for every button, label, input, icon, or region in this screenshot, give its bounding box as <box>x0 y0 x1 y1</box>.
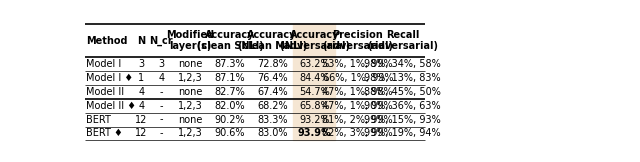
Text: 1,2,3: 1,2,3 <box>178 128 203 139</box>
Text: 4: 4 <box>138 101 145 111</box>
Text: Model I: Model I <box>86 59 122 69</box>
Text: N: N <box>138 36 145 46</box>
Text: 87.3%: 87.3% <box>215 59 245 69</box>
Text: Method: Method <box>86 36 128 46</box>
Text: 72.8%: 72.8% <box>257 59 287 69</box>
Text: Precision
(adversarial): Precision (adversarial) <box>323 30 393 52</box>
Text: 83.3%: 83.3% <box>257 115 287 125</box>
Text: N_cr: N_cr <box>150 35 173 46</box>
Text: 93.2%: 93.2% <box>299 115 330 125</box>
Text: 1: 1 <box>138 73 145 83</box>
Text: none: none <box>178 115 202 125</box>
Text: Model II ♦: Model II ♦ <box>86 101 136 111</box>
Text: 68.2%: 68.2% <box>257 101 287 111</box>
Text: 81%, 2%, 99%: 81%, 2%, 99% <box>323 115 393 125</box>
Text: Recall
(adversarial): Recall (adversarial) <box>367 30 438 52</box>
Text: Accuracy
(clean SNLI): Accuracy (clean SNLI) <box>196 30 264 52</box>
Text: 83.0%: 83.0% <box>257 128 287 139</box>
Text: Model II: Model II <box>86 87 125 97</box>
Text: 47%, 1%, 98%: 47%, 1%, 98% <box>323 87 393 97</box>
Text: Accuracy
(adversarial): Accuracy (adversarial) <box>279 30 350 52</box>
Text: 47%, 1%, 99%: 47%, 1%, 99% <box>323 101 393 111</box>
Text: 12: 12 <box>135 115 148 125</box>
Text: Modified
layer(s): Modified layer(s) <box>166 30 214 52</box>
Text: 63.2%: 63.2% <box>299 59 330 69</box>
Text: 1,2,3: 1,2,3 <box>178 101 203 111</box>
Bar <box>293 24 335 57</box>
Text: 12: 12 <box>135 128 148 139</box>
Text: 90%, 36%, 63%: 90%, 36%, 63% <box>364 101 441 111</box>
Text: BERT ♦: BERT ♦ <box>86 128 123 139</box>
Bar <box>293 99 335 113</box>
Bar <box>293 85 335 99</box>
Text: 82.7%: 82.7% <box>214 87 245 97</box>
Text: none: none <box>178 59 202 69</box>
Text: 99%, 15%, 93%: 99%, 15%, 93% <box>364 115 441 125</box>
Text: 53%, 1%, 99%: 53%, 1%, 99% <box>323 59 393 69</box>
Text: 76.4%: 76.4% <box>257 73 287 83</box>
Text: 1,2,3: 1,2,3 <box>178 73 203 83</box>
Text: 54.7%: 54.7% <box>299 87 330 97</box>
Bar <box>293 57 335 71</box>
Text: 98%, 34%, 58%: 98%, 34%, 58% <box>364 59 441 69</box>
Text: BERT: BERT <box>86 115 111 125</box>
Text: 65.8%: 65.8% <box>299 101 330 111</box>
Text: Model I ♦: Model I ♦ <box>86 73 134 83</box>
Text: 99%, 19%, 94%: 99%, 19%, 94% <box>364 128 441 139</box>
Text: -: - <box>159 101 163 111</box>
Text: 82.0%: 82.0% <box>215 101 245 111</box>
Text: 90.2%: 90.2% <box>215 115 245 125</box>
Text: -: - <box>159 128 163 139</box>
Text: 4: 4 <box>158 73 164 83</box>
Text: 90.6%: 90.6% <box>215 128 245 139</box>
Bar <box>293 127 335 140</box>
Text: 88%, 45%, 50%: 88%, 45%, 50% <box>364 87 441 97</box>
Text: 87.1%: 87.1% <box>215 73 245 83</box>
Text: none: none <box>178 87 202 97</box>
Text: 4: 4 <box>138 87 145 97</box>
Text: 3: 3 <box>158 59 164 69</box>
Text: 84.4%: 84.4% <box>299 73 330 83</box>
Text: Accuracy
(clean MNLI): Accuracy (clean MNLI) <box>237 30 307 52</box>
Bar <box>293 71 335 85</box>
Text: -: - <box>159 115 163 125</box>
Text: 66%, 1%, 99%: 66%, 1%, 99% <box>323 73 393 83</box>
Text: -: - <box>159 87 163 97</box>
Text: 3: 3 <box>138 59 145 69</box>
Text: 82%, 3%, 99%: 82%, 3%, 99% <box>323 128 393 139</box>
Text: 67.4%: 67.4% <box>257 87 287 97</box>
Text: 98%, 13%, 83%: 98%, 13%, 83% <box>364 73 441 83</box>
Text: 93.9%: 93.9% <box>298 128 332 139</box>
Bar <box>293 113 335 127</box>
